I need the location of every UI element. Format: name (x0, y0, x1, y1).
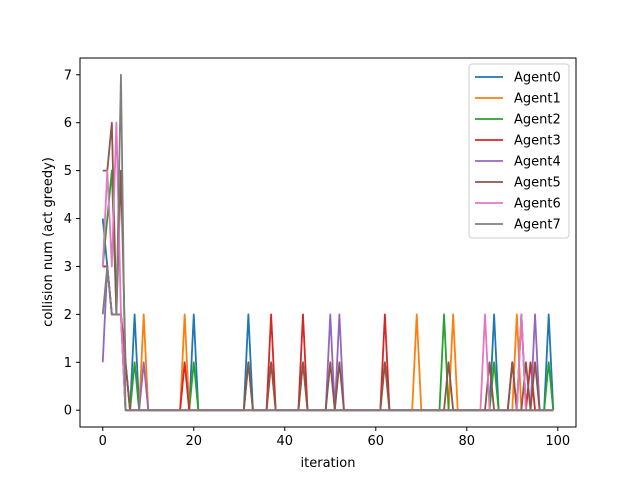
y-tick-label: 5 (64, 164, 72, 179)
x-tick-label: 100 (545, 434, 570, 449)
legend-label: Agent3 (514, 134, 561, 149)
plot-frame (79, 57, 577, 428)
y-tick-label: 2 (64, 308, 72, 323)
x-tick-label: 80 (459, 434, 476, 449)
legend-label: Agent5 (514, 176, 561, 191)
y-tick-label: 1 (64, 356, 72, 371)
y-axis-label: collision num (act greedy) (41, 157, 56, 327)
y-tick-label: 6 (64, 116, 72, 131)
x-axis-label: iteration (301, 456, 356, 471)
legend-label: Agent2 (514, 113, 561, 128)
x-tick-label: 0 (99, 434, 107, 449)
y-tick-label: 4 (64, 212, 72, 227)
legend-label: Agent6 (514, 197, 561, 212)
x-tick-label: 60 (368, 434, 385, 449)
y-tick-label: 7 (64, 68, 72, 83)
y-axis-ticks: 0 1 2 3 4 5 6 7 (64, 68, 80, 419)
x-axis-ticks: 0 20 40 60 80 100 (99, 427, 570, 449)
legend-label: Agent0 (514, 71, 561, 86)
legend-label: Agent1 (514, 92, 561, 107)
x-tick-label: 40 (276, 434, 293, 449)
x-tick-label: 20 (185, 434, 202, 449)
legend-box (468, 63, 570, 239)
series-line-agent7 (101, 73, 554, 412)
legend: Agent0 Agent1 Agent2 Agent3 Agent4 Agent5 Agen… (468, 63, 570, 239)
series-layer (101, 73, 555, 412)
legend-label: Agent4 (514, 155, 561, 170)
legend-label: Agent7 (514, 218, 561, 233)
y-tick-label: 0 (64, 404, 72, 419)
y-tick-label: 3 (64, 260, 72, 275)
